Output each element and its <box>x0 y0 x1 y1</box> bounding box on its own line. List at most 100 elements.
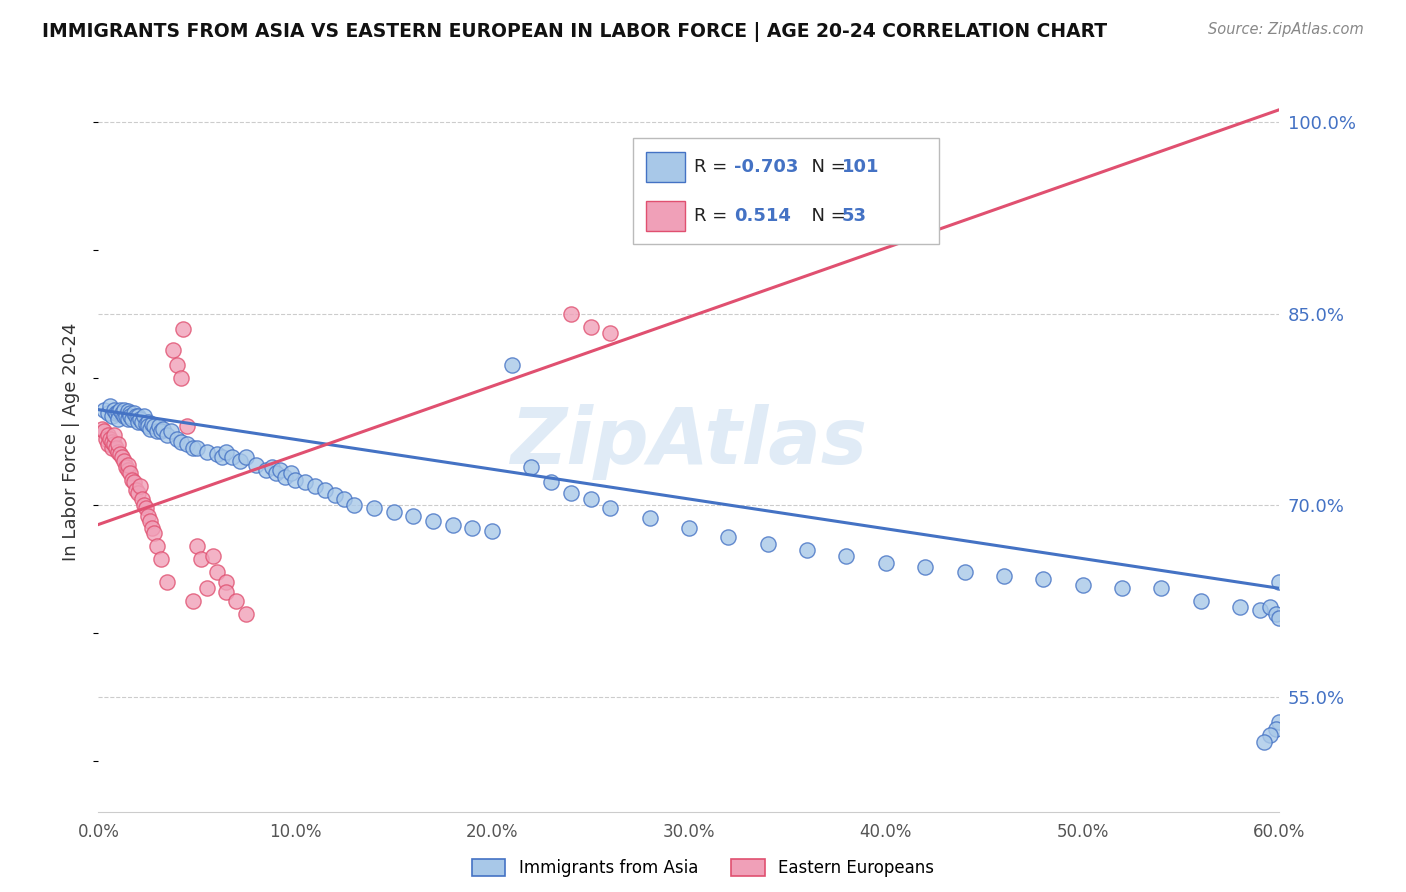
Point <box>264 467 287 481</box>
Point <box>128 479 150 493</box>
Point <box>875 556 897 570</box>
Point <box>111 450 134 464</box>
Point <box>1189 594 1212 608</box>
Point <box>914 559 936 574</box>
Point <box>107 444 129 458</box>
Point <box>260 460 283 475</box>
Point <box>481 524 503 538</box>
Point <box>152 422 174 436</box>
Text: N =: N = <box>800 207 852 225</box>
Point <box>115 409 138 423</box>
Point <box>221 450 243 464</box>
Point <box>170 434 193 449</box>
Point <box>422 514 444 528</box>
Point <box>638 511 661 525</box>
Point <box>314 483 336 497</box>
Point <box>343 499 366 513</box>
Point <box>112 402 135 417</box>
Point <box>118 409 141 423</box>
Point <box>1264 722 1286 736</box>
Point <box>97 407 120 421</box>
Point <box>1268 715 1291 730</box>
Point <box>136 419 159 434</box>
Point <box>254 462 277 476</box>
Point <box>1268 574 1291 589</box>
Point <box>560 307 582 321</box>
Point <box>579 491 602 506</box>
Point <box>131 491 153 506</box>
Point <box>107 411 129 425</box>
Point <box>150 425 173 439</box>
Point <box>170 370 193 384</box>
Point <box>112 409 135 423</box>
Point <box>304 479 326 493</box>
Point <box>97 428 120 442</box>
Point <box>103 428 125 442</box>
Point <box>441 517 464 532</box>
Point <box>520 460 543 475</box>
Point <box>176 419 198 434</box>
Text: IMMIGRANTS FROM ASIA VS EASTERN EUROPEAN IN LABOR FORCE | AGE 20-24 CORRELATION : IMMIGRANTS FROM ASIA VS EASTERN EUROPEAN… <box>42 22 1108 42</box>
Point <box>993 568 1015 582</box>
Point <box>1111 582 1133 596</box>
Point <box>93 402 115 417</box>
Point <box>141 521 163 535</box>
Point <box>225 594 247 608</box>
Point <box>141 417 163 431</box>
Point <box>136 508 159 523</box>
Point <box>115 460 138 475</box>
Point <box>678 521 700 535</box>
Point <box>1249 603 1271 617</box>
Point <box>121 411 143 425</box>
Text: ZipAtlas: ZipAtlas <box>510 403 868 480</box>
Point <box>93 425 115 439</box>
Point <box>176 437 198 451</box>
Point <box>186 441 208 455</box>
Point <box>108 447 131 461</box>
Point <box>101 434 124 449</box>
Point <box>560 485 582 500</box>
Point <box>953 565 976 579</box>
Point <box>1032 573 1054 587</box>
Point <box>274 470 297 484</box>
Point <box>112 453 135 467</box>
Point <box>284 473 307 487</box>
Point <box>117 411 139 425</box>
Point <box>97 437 120 451</box>
Point <box>190 552 212 566</box>
Point <box>280 467 302 481</box>
Point <box>142 419 165 434</box>
Point <box>1150 582 1173 596</box>
Point <box>96 432 118 446</box>
Point <box>166 432 188 446</box>
Point <box>107 437 129 451</box>
Text: 101: 101 <box>842 158 880 176</box>
Point <box>382 505 405 519</box>
Point <box>181 441 204 455</box>
Point <box>215 585 238 599</box>
Text: R =: R = <box>695 207 745 225</box>
Point <box>205 565 228 579</box>
Point <box>235 607 257 621</box>
Point <box>402 508 425 523</box>
Legend: Immigrants from Asia, Eastern Europeans: Immigrants from Asia, Eastern Europeans <box>465 852 941 884</box>
Point <box>162 343 184 357</box>
Point <box>156 428 179 442</box>
Point <box>211 450 233 464</box>
Point <box>181 594 204 608</box>
Point <box>172 322 194 336</box>
Point <box>146 425 169 439</box>
Point <box>363 500 385 515</box>
Point <box>323 488 346 502</box>
Point <box>1258 600 1281 615</box>
Point <box>235 450 257 464</box>
Point <box>756 536 779 550</box>
Point <box>127 485 149 500</box>
Point <box>98 399 121 413</box>
Point <box>540 475 562 490</box>
Point <box>101 441 124 455</box>
Point <box>108 402 131 417</box>
Point <box>132 499 155 513</box>
Point <box>138 514 160 528</box>
Point <box>122 407 145 421</box>
